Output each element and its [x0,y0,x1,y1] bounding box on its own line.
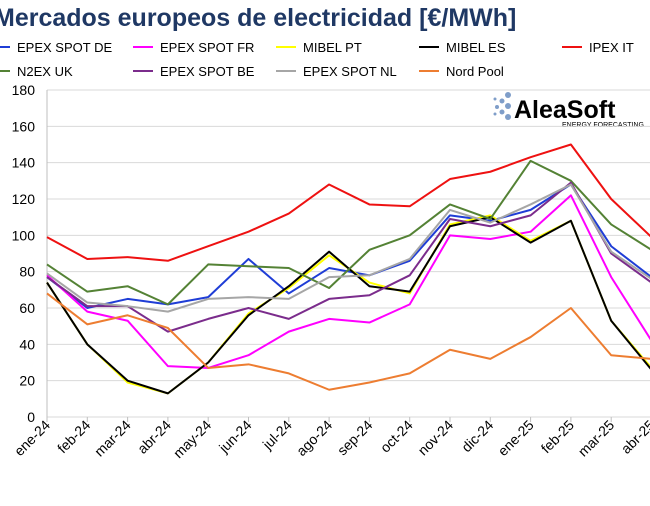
y-tick-label: 160 [12,118,36,134]
legend-label: EPEX SPOT NL [303,64,397,79]
x-tick-label: may-24 [170,417,214,461]
logo-dot [505,103,511,109]
series-line-epex-spot-nl [46,183,650,313]
logo-dot [493,112,497,116]
x-tick-label: abr-24 [134,417,174,457]
logo-dot [505,114,511,120]
legend: EPEX SPOT DE EPEX SPOT FR MIBEL PT MIBEL ES… [0,40,634,79]
x-tick-label: abr-25 [618,417,650,457]
legend-label: EPEX SPOT FR [160,40,254,55]
y-tick-label: 120 [12,191,36,207]
logo-dot [499,109,505,115]
aleasoft-watermark: AleaSoft ENERGY FORECASTING [493,92,644,129]
x-tick-label: jun-24 [215,417,255,457]
legend-label: EPEX SPOT BE [160,64,255,79]
y-tick-label: 80 [19,264,35,280]
y-axis: 0 20 40 60 80 100 120 140 160 180 [12,82,48,425]
y-tick-label: 140 [12,155,36,171]
series-line-nord-pool [46,292,650,391]
x-tick-label: feb-24 [54,417,94,457]
x-tick-label: sep-24 [334,417,376,459]
x-tick-label: mar-25 [575,417,618,460]
legend-label: Nord Pool [446,64,504,79]
x-tick-label: mar-24 [91,417,134,460]
x-tick-label: ago-24 [293,417,335,459]
x-tick-label: nov-24 [415,417,457,459]
x-tick-label: ene-25 [495,417,537,459]
y-tick-label: 180 [12,82,36,98]
series-line-epex-spot-de [46,183,650,309]
y-tick-label: 20 [19,373,35,389]
logo-dot [493,97,497,101]
legend-label: EPEX SPOT DE [17,40,112,55]
series-line-mibel-pt [46,214,650,395]
y-tick-label: 0 [27,409,35,425]
legend-label: MIBEL ES [446,40,506,55]
series-line-mibel-es [46,216,650,395]
watermark-tagline: ENERGY FORECASTING [562,122,644,129]
logo-dot [505,92,511,98]
x-tick-label: dic-24 [458,417,496,455]
legend-label: IPEX IT [589,40,634,55]
x-tick-label: oct-24 [377,417,416,456]
page-title: Mercados europeos de electricidad [€/MWh… [0,4,517,32]
x-tick-label: feb-25 [538,417,578,457]
y-tick-label: 100 [12,227,36,243]
x-tick-label: jul-24 [259,417,295,453]
y-tick-label: 40 [19,336,35,352]
series-line-epex-spot-fr [46,194,650,369]
logo-dot [495,105,499,109]
logo-dot [499,98,505,104]
watermark-brand: AleaSoft [514,96,616,124]
aleasoft-logo-icon [493,92,511,120]
grid-lines [47,89,650,418]
legend-label: N2EX UK [17,64,73,79]
series-line-n2ex-uk [46,159,650,306]
legend-label: MIBEL PT [303,40,362,55]
y-tick-label: 60 [19,300,35,316]
plot-area [46,143,650,395]
series-line-ipex-it [46,143,650,262]
